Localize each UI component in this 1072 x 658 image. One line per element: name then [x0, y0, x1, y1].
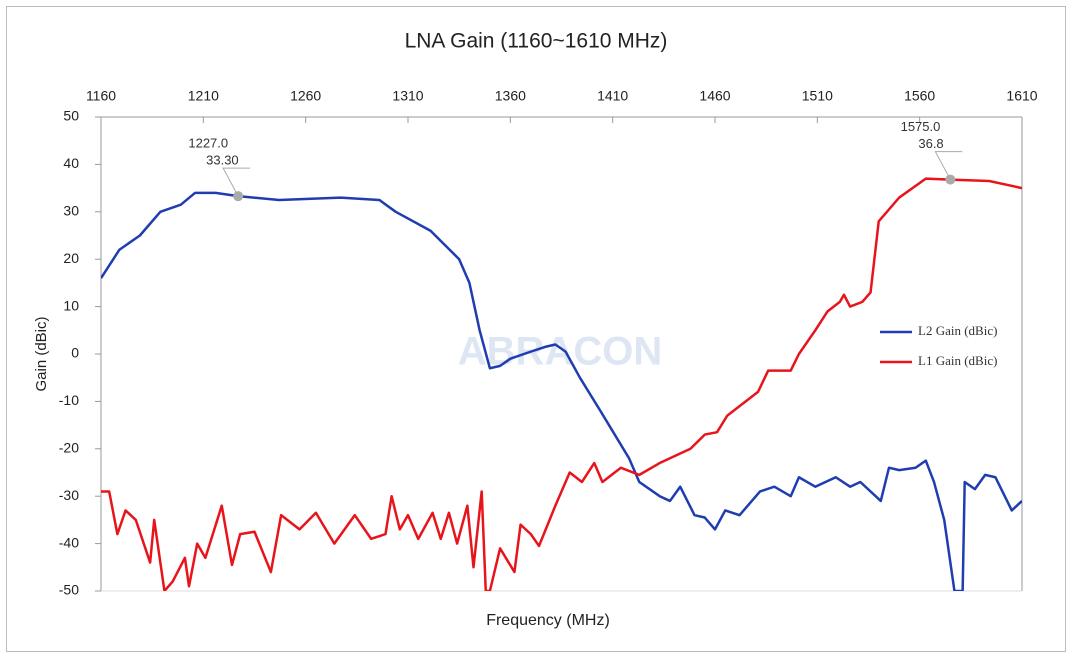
annotation-x: 1227.0: [188, 136, 228, 151]
y-tick-label: -50: [59, 582, 79, 598]
x-tick-label: 1410: [597, 88, 628, 104]
annotation-point: [945, 174, 956, 185]
y-tick-label: 10: [63, 297, 79, 313]
chart-border: [6, 6, 1066, 652]
legend-label: L1 Gain (dBic): [918, 353, 997, 368]
x-axis-label: Frequency (MHz): [486, 612, 610, 629]
x-tick-label: 1260: [290, 88, 321, 104]
legend-label: L2 Gain (dBic): [918, 323, 997, 338]
annotation-y: 33.30: [206, 153, 239, 168]
y-tick-label: -10: [59, 392, 79, 408]
y-tick-label: 30: [63, 203, 79, 219]
series-line: [101, 177, 1022, 591]
series-line: [101, 191, 1022, 591]
x-tick-label: 1610: [1006, 88, 1037, 104]
x-tick-label: 1210: [188, 88, 219, 104]
x-tick-label: 1310: [392, 88, 423, 104]
annotation-leader: [222, 167, 251, 197]
y-tick-label: 50: [63, 108, 79, 124]
y-axis-label: Gain (dBic): [33, 316, 50, 391]
y-tick-label: 0: [71, 345, 79, 361]
y-tick-label: -20: [59, 440, 79, 456]
chart-title: LNA Gain (1160~1610 MHz): [405, 30, 668, 53]
x-tick-label: 1560: [904, 88, 935, 104]
y-tick-label: -40: [59, 534, 79, 550]
x-tick-label: 1510: [802, 88, 833, 104]
x-tick-label: 1160: [86, 88, 116, 104]
y-tick-label: -30: [59, 487, 79, 503]
y-tick-label: 40: [63, 155, 79, 171]
annotation-y: 36.8: [918, 136, 943, 151]
watermark: ABRACON: [458, 330, 662, 374]
x-tick-label: 1460: [699, 88, 730, 104]
annotation-leader: [934, 151, 963, 180]
x-tick-label: 1360: [495, 88, 526, 104]
annotation-point: [233, 191, 244, 202]
annotation-x: 1575.0: [901, 119, 941, 134]
y-tick-label: 20: [63, 250, 79, 266]
